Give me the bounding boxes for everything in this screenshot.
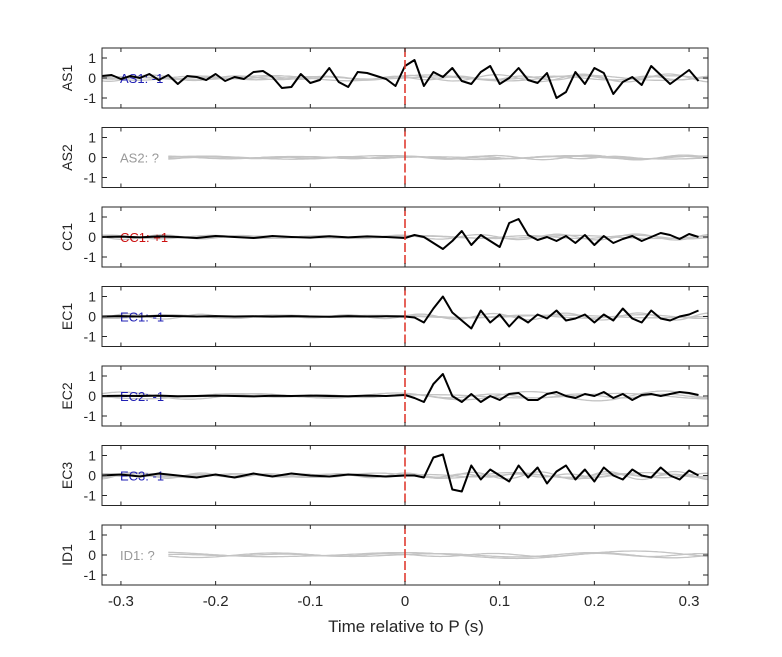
subplot-id1: ID1: ? -1 0 1 ID1 -0.3 -0.2 -0.1 0 0.1 0.2 0.3 — [59, 524, 709, 610]
y-tick-label: 0 — [88, 388, 96, 404]
y-tick-label: -1 — [84, 329, 97, 345]
x-tick-label: 0.1 — [489, 593, 510, 610]
plot-area: CC1: +1 — [102, 207, 708, 267]
x-axis-label: Time relative to P (s) — [328, 617, 484, 636]
y-axis-label: ID1 — [59, 544, 75, 566]
y-tick-label: 1 — [88, 130, 96, 146]
subplot-as2: AS2: ? -1 0 1 AS2 — [59, 127, 709, 188]
y-tick-label: -1 — [84, 90, 97, 106]
y-tick-label: 1 — [88, 527, 96, 543]
subplot-as1: AS1: -1 -1 0 1 AS1 — [59, 47, 709, 109]
y-axis-label: AS2 — [59, 144, 75, 171]
x-tick-label: -0.1 — [297, 593, 323, 610]
main-trace — [102, 295, 699, 330]
y-axis-label: EC1 — [59, 303, 75, 330]
y-tick-label: 0 — [88, 150, 96, 166]
background-trace — [168, 552, 708, 558]
y-tick-label: 1 — [88, 448, 96, 464]
y-tick-label: 0 — [88, 309, 96, 325]
plot-area: ID1: ? — [120, 525, 708, 585]
subplot-ec2: EC2: -1 -1 0 1 EC2 — [59, 365, 709, 427]
plot-area: EC3: -1 — [102, 445, 708, 506]
background-trace — [168, 550, 708, 560]
y-tick-label: -1 — [84, 488, 97, 504]
y-tick-label: -1 — [84, 170, 97, 186]
x-tick-label: -0.3 — [108, 593, 134, 610]
subplot-ec1: EC1: -1 -1 0 1 EC1 — [59, 286, 709, 347]
panel-annotation: AS1: -1 — [120, 71, 163, 86]
y-tick-label: 1 — [88, 209, 96, 225]
y-axis-label: CC1 — [59, 223, 75, 251]
y-tick-label: 0 — [88, 468, 96, 484]
x-tick-label: 0 — [401, 593, 409, 610]
main-trace — [102, 453, 699, 493]
plot-area: AS2: ? — [120, 127, 708, 188]
main-trace — [102, 218, 699, 250]
x-tick-label: 0.3 — [679, 593, 700, 610]
y-tick-label: -1 — [84, 249, 97, 265]
main-trace — [102, 59, 700, 99]
y-tick-label: -1 — [84, 408, 97, 424]
background-trace — [168, 154, 708, 161]
panel-annotation: ID1: ? — [120, 548, 155, 563]
plot-area: AS1: -1 — [102, 48, 708, 108]
y-tick-label: 0 — [88, 229, 96, 245]
y-axis-label: EC3 — [59, 462, 75, 489]
plot-area: EC2: -1 — [102, 366, 708, 426]
x-tick-label: -0.2 — [203, 593, 229, 610]
x-tick-label: 0.2 — [584, 593, 605, 610]
y-tick-label: 0 — [88, 70, 96, 86]
y-axis-label: EC2 — [59, 382, 75, 409]
y-tick-label: 1 — [88, 368, 96, 384]
plot-area: EC1: -1 — [102, 286, 708, 347]
y-tick-label: -1 — [84, 567, 97, 583]
subplot-ec3: EC3: -1 -1 0 1 EC3 — [59, 445, 709, 506]
subplot-cc1: CC1: +1 -1 0 1 CC1 — [59, 206, 709, 268]
panel-annotation: AS2: ? — [120, 151, 159, 166]
main-trace — [102, 373, 699, 403]
y-tick-label: 1 — [88, 289, 96, 305]
y-axis-label: AS1 — [59, 65, 75, 92]
y-tick-label: 1 — [88, 50, 96, 66]
y-tick-label: 0 — [88, 547, 96, 563]
